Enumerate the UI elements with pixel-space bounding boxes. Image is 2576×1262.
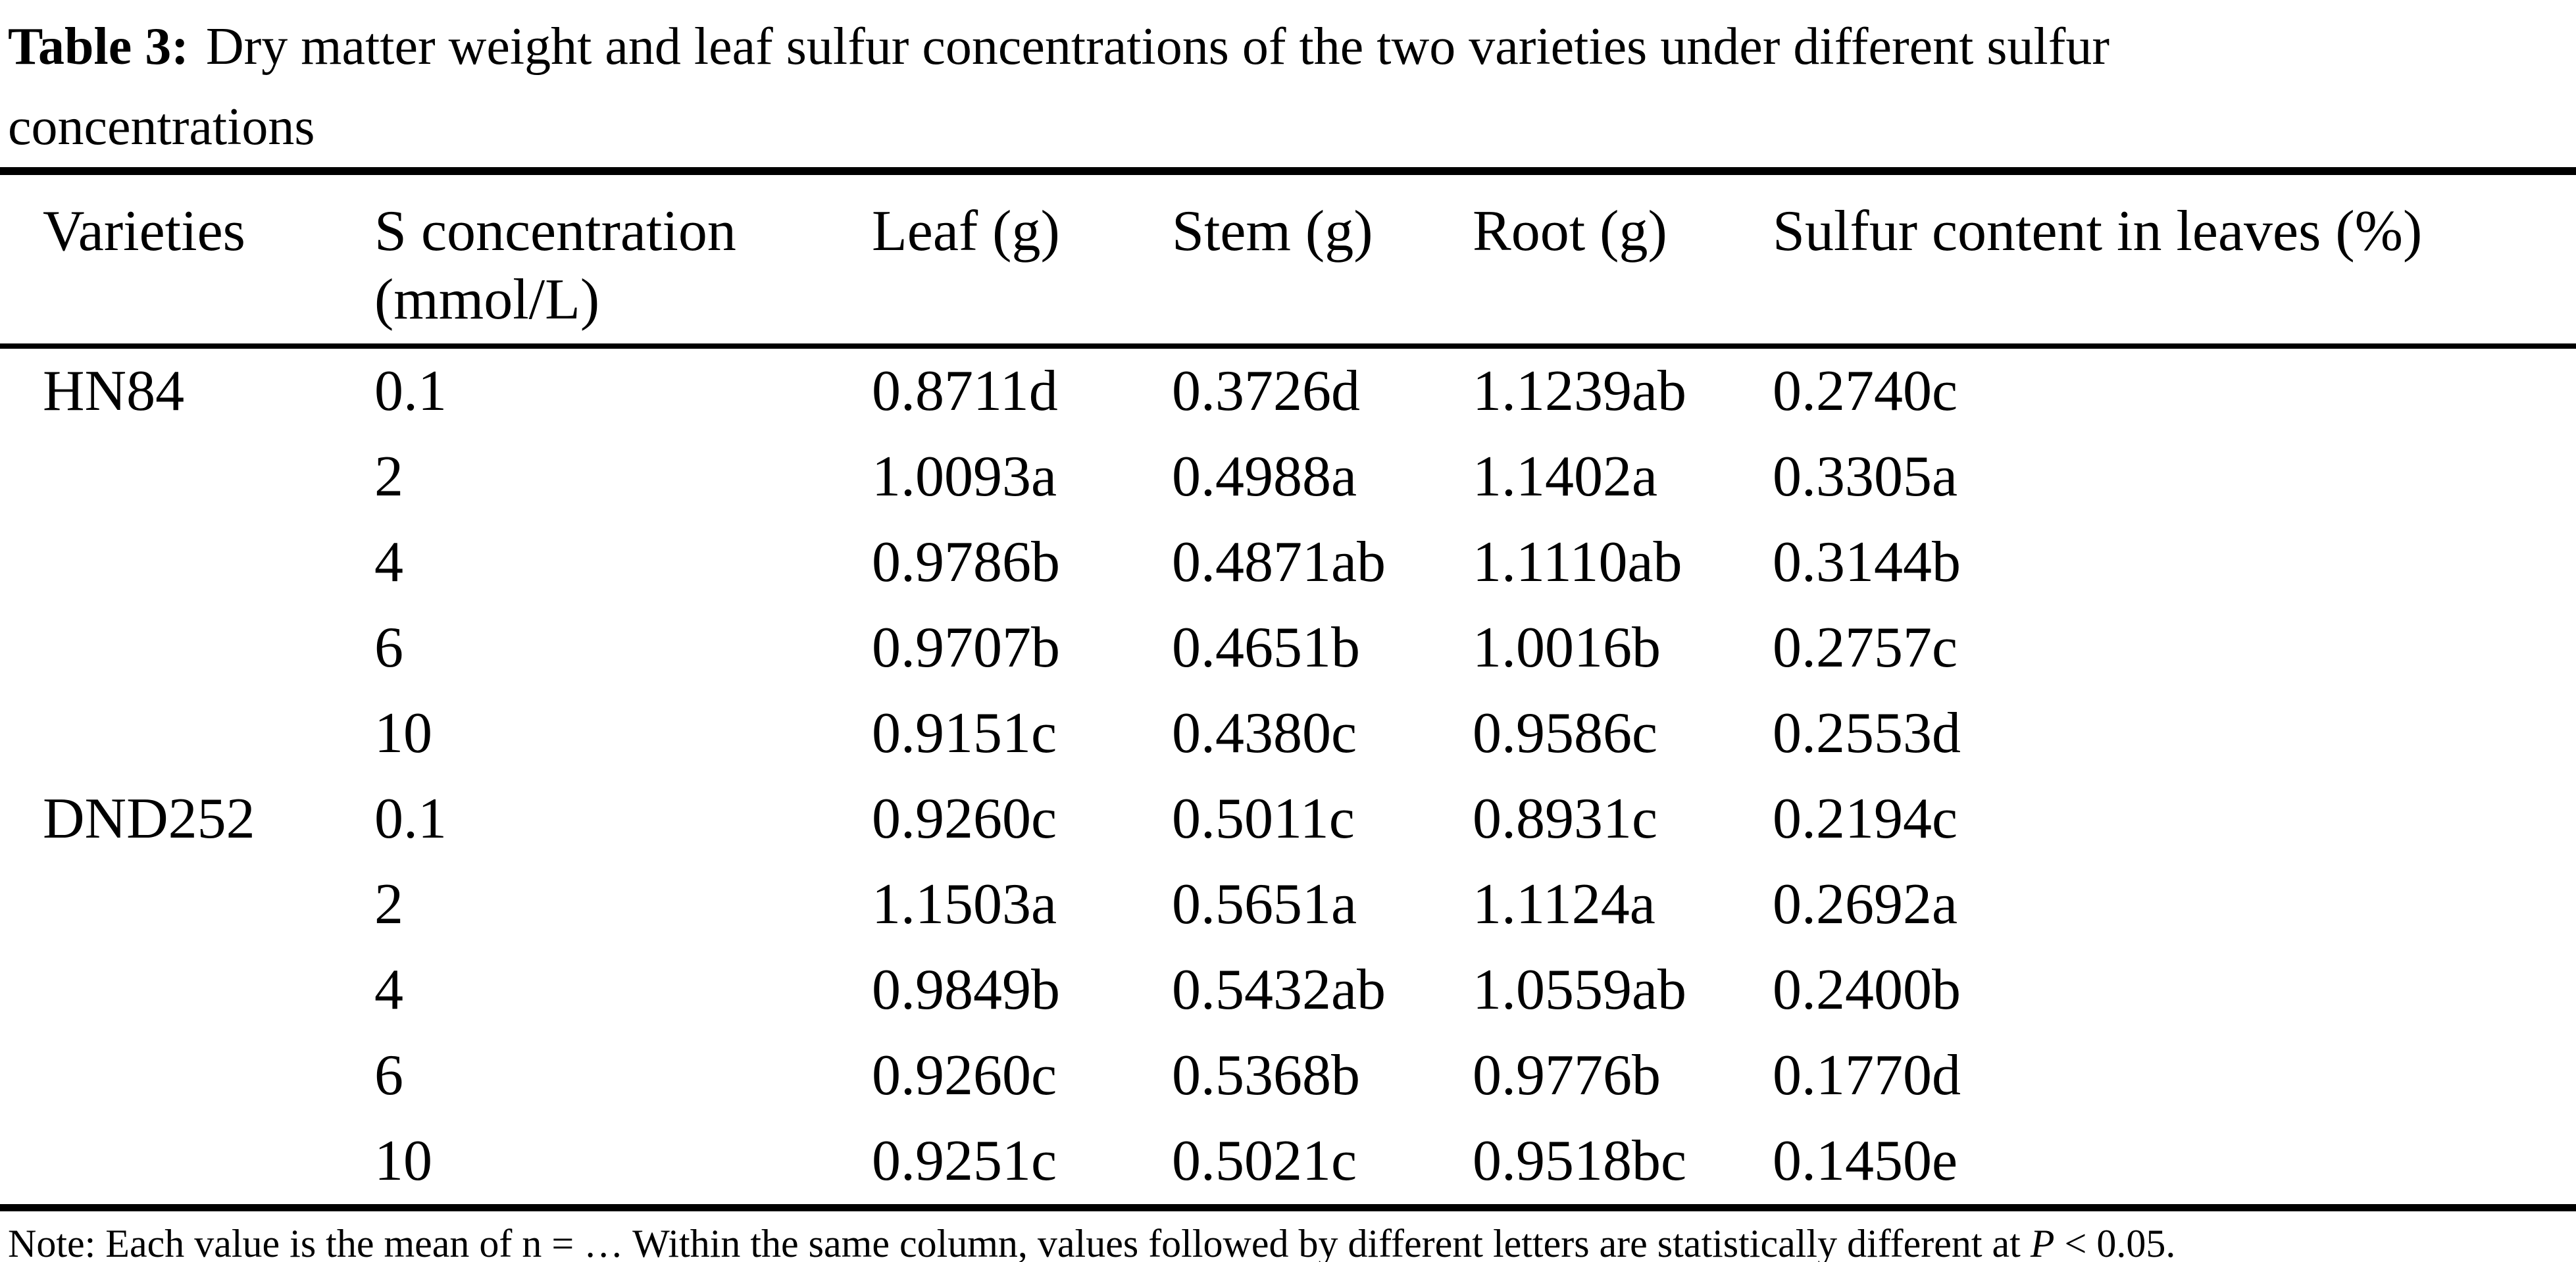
- cell-s-concentration: 6: [374, 1044, 403, 1107]
- table-row: 4 0.9849b 0.5432ab 1.0559ab 0.2400b: [0, 947, 2576, 1033]
- cell-root: 1.1124a: [1473, 872, 1655, 936]
- footnote-significance: < 0.05.: [2054, 1222, 2176, 1262]
- cell-s-concentration: 0.1: [374, 787, 447, 851]
- table-row: 4 0.9786b 0.4871ab 1.1110ab 0.3144b: [0, 520, 2576, 605]
- data-table: Varieties S concentration (mmol/L) Leaf …: [0, 167, 2576, 1211]
- cell-sulfur-content: 0.2740c: [1773, 359, 1958, 423]
- cell-leaf: 0.9786b: [872, 530, 1060, 594]
- cell-variety: [0, 1119, 374, 1208]
- cell-leaf: 0.9260c: [872, 787, 1057, 851]
- cell-root: 0.9776b: [1473, 1044, 1661, 1107]
- cell-s-concentration: 2: [374, 872, 403, 936]
- cell-leaf: 0.8711d: [872, 359, 1058, 423]
- cell-root: 0.9518bc: [1473, 1129, 1687, 1193]
- table-footnote: Note: Each value is the mean of n = … Wi…: [0, 1221, 2576, 1262]
- cell-variety: [0, 520, 374, 605]
- cell-s-concentration: 0.1: [374, 359, 447, 423]
- cell-variety: [0, 434, 374, 520]
- col-header-s-concentration: S concentration (mmol/L): [374, 171, 872, 346]
- cell-variety: [0, 691, 374, 776]
- cell-variety: [0, 605, 374, 691]
- col-header-varieties: Varieties: [0, 171, 374, 346]
- col-header-label: Stem (g): [1172, 199, 1373, 263]
- cell-variety: DND252: [43, 787, 255, 851]
- col-header-root: Root (g): [1473, 171, 1773, 346]
- cell-sulfur-content: 0.2194c: [1773, 787, 1958, 851]
- table-caption-text-line2: concentrations: [8, 98, 315, 156]
- cell-stem: 0.5021c: [1172, 1129, 1357, 1193]
- table-body: HN84 0.1 0.8711d 0.3726d 1.1239ab 0.2740c 2 1.0…: [0, 346, 2576, 1208]
- col-header-sulfur-content: Sulfur content in leaves (%): [1773, 171, 2576, 346]
- table-row: 10 0.9251c 0.5021c 0.9518bc 0.1450e: [0, 1119, 2576, 1208]
- col-header-sub: (mmol/L): [374, 268, 600, 332]
- cell-variety: [0, 1033, 374, 1119]
- cell-root: 1.0016b: [1473, 616, 1661, 680]
- cell-root: 0.8931c: [1473, 787, 1658, 851]
- table-row: DND252 0.1 0.9260c 0.5011c 0.8931c 0.2194c: [0, 776, 2576, 862]
- col-header-label: Root (g): [1473, 199, 1667, 263]
- cell-leaf: 0.9260c: [872, 1044, 1057, 1107]
- cell-sulfur-content: 0.2400b: [1773, 958, 1961, 1022]
- cell-leaf: 0.9251c: [872, 1129, 1057, 1193]
- footnote-p-symbol: P: [2030, 1222, 2055, 1262]
- cell-leaf: 1.0093a: [872, 445, 1057, 509]
- cell-stem: 0.5432ab: [1172, 958, 1386, 1022]
- cell-stem: 0.4988a: [1172, 445, 1357, 509]
- cell-stem: 0.4871ab: [1172, 530, 1386, 594]
- table-row: 6 0.9707b 0.4651b 1.0016b 0.2757c: [0, 605, 2576, 691]
- table-row: 2 1.0093a 0.4988a 1.1402a 0.3305a: [0, 434, 2576, 520]
- col-header-leaf: Leaf (g): [872, 171, 1172, 346]
- cell-variety: [0, 862, 374, 947]
- cell-sulfur-content: 0.1770d: [1773, 1044, 1961, 1107]
- cell-stem: 0.3726d: [1172, 359, 1360, 423]
- cell-root: 1.1110ab: [1473, 530, 1682, 594]
- cell-leaf: 0.9849b: [872, 958, 1060, 1022]
- cell-s-concentration: 4: [374, 530, 403, 594]
- cell-sulfur-content: 0.2553d: [1773, 701, 1961, 765]
- table-caption-text-line1: Dry matter weight and leaf sulfur concen…: [205, 18, 2109, 76]
- cell-stem: 0.5368b: [1172, 1044, 1360, 1107]
- col-header-label: S concentration: [374, 199, 736, 263]
- cell-stem: 0.5011c: [1172, 787, 1355, 851]
- cell-s-concentration: 2: [374, 445, 403, 509]
- table-caption: Table 3: Dry matter weight and leaf sulfu…: [0, 0, 2576, 167]
- cell-leaf: 0.9707b: [872, 616, 1060, 680]
- cell-root: 1.1239ab: [1473, 359, 1687, 423]
- col-header-label: Varieties: [43, 199, 245, 263]
- cell-root: 1.0559ab: [1473, 958, 1687, 1022]
- footnote-text: Note: Each value is the mean of n = … Wi…: [8, 1222, 2031, 1262]
- cell-stem: 0.4380c: [1172, 701, 1357, 765]
- cell-s-concentration: 10: [374, 701, 432, 765]
- cell-leaf: 0.9151c: [872, 701, 1057, 765]
- cell-stem: 0.5651a: [1172, 872, 1357, 936]
- cell-sulfur-content: 0.2692a: [1773, 872, 1958, 936]
- cell-s-concentration: 10: [374, 1129, 432, 1193]
- cell-root: 0.9586c: [1473, 701, 1658, 765]
- col-header-label: Leaf (g): [872, 199, 1060, 263]
- cell-s-concentration: 4: [374, 958, 403, 1022]
- cell-sulfur-content: 0.3305a: [1773, 445, 1958, 509]
- table-row: HN84 0.1 0.8711d 0.3726d 1.1239ab 0.2740c: [0, 346, 2576, 434]
- cell-leaf: 1.1503a: [872, 872, 1057, 936]
- table-row: 2 1.1503a 0.5651a 1.1124a 0.2692a: [0, 862, 2576, 947]
- cell-variety: [0, 947, 374, 1033]
- cell-sulfur-content: 0.1450e: [1773, 1129, 1958, 1193]
- cell-sulfur-content: 0.2757c: [1773, 616, 1958, 680]
- table-row: 10 0.9151c 0.4380c 0.9586c 0.2553d: [0, 691, 2576, 776]
- table-row: 6 0.9260c 0.5368b 0.9776b 0.1770d: [0, 1033, 2576, 1119]
- table-caption-number: Table 3:: [8, 18, 189, 76]
- cell-sulfur-content: 0.3144b: [1773, 530, 1961, 594]
- cell-variety: HN84: [43, 359, 185, 423]
- cell-s-concentration: 6: [374, 616, 403, 680]
- table-header-row: Varieties S concentration (mmol/L) Leaf …: [0, 171, 2576, 346]
- col-header-stem: Stem (g): [1172, 171, 1473, 346]
- col-header-label: Sulfur content in leaves (%): [1773, 199, 2423, 263]
- cell-stem: 0.4651b: [1172, 616, 1360, 680]
- cell-root: 1.1402a: [1473, 445, 1658, 509]
